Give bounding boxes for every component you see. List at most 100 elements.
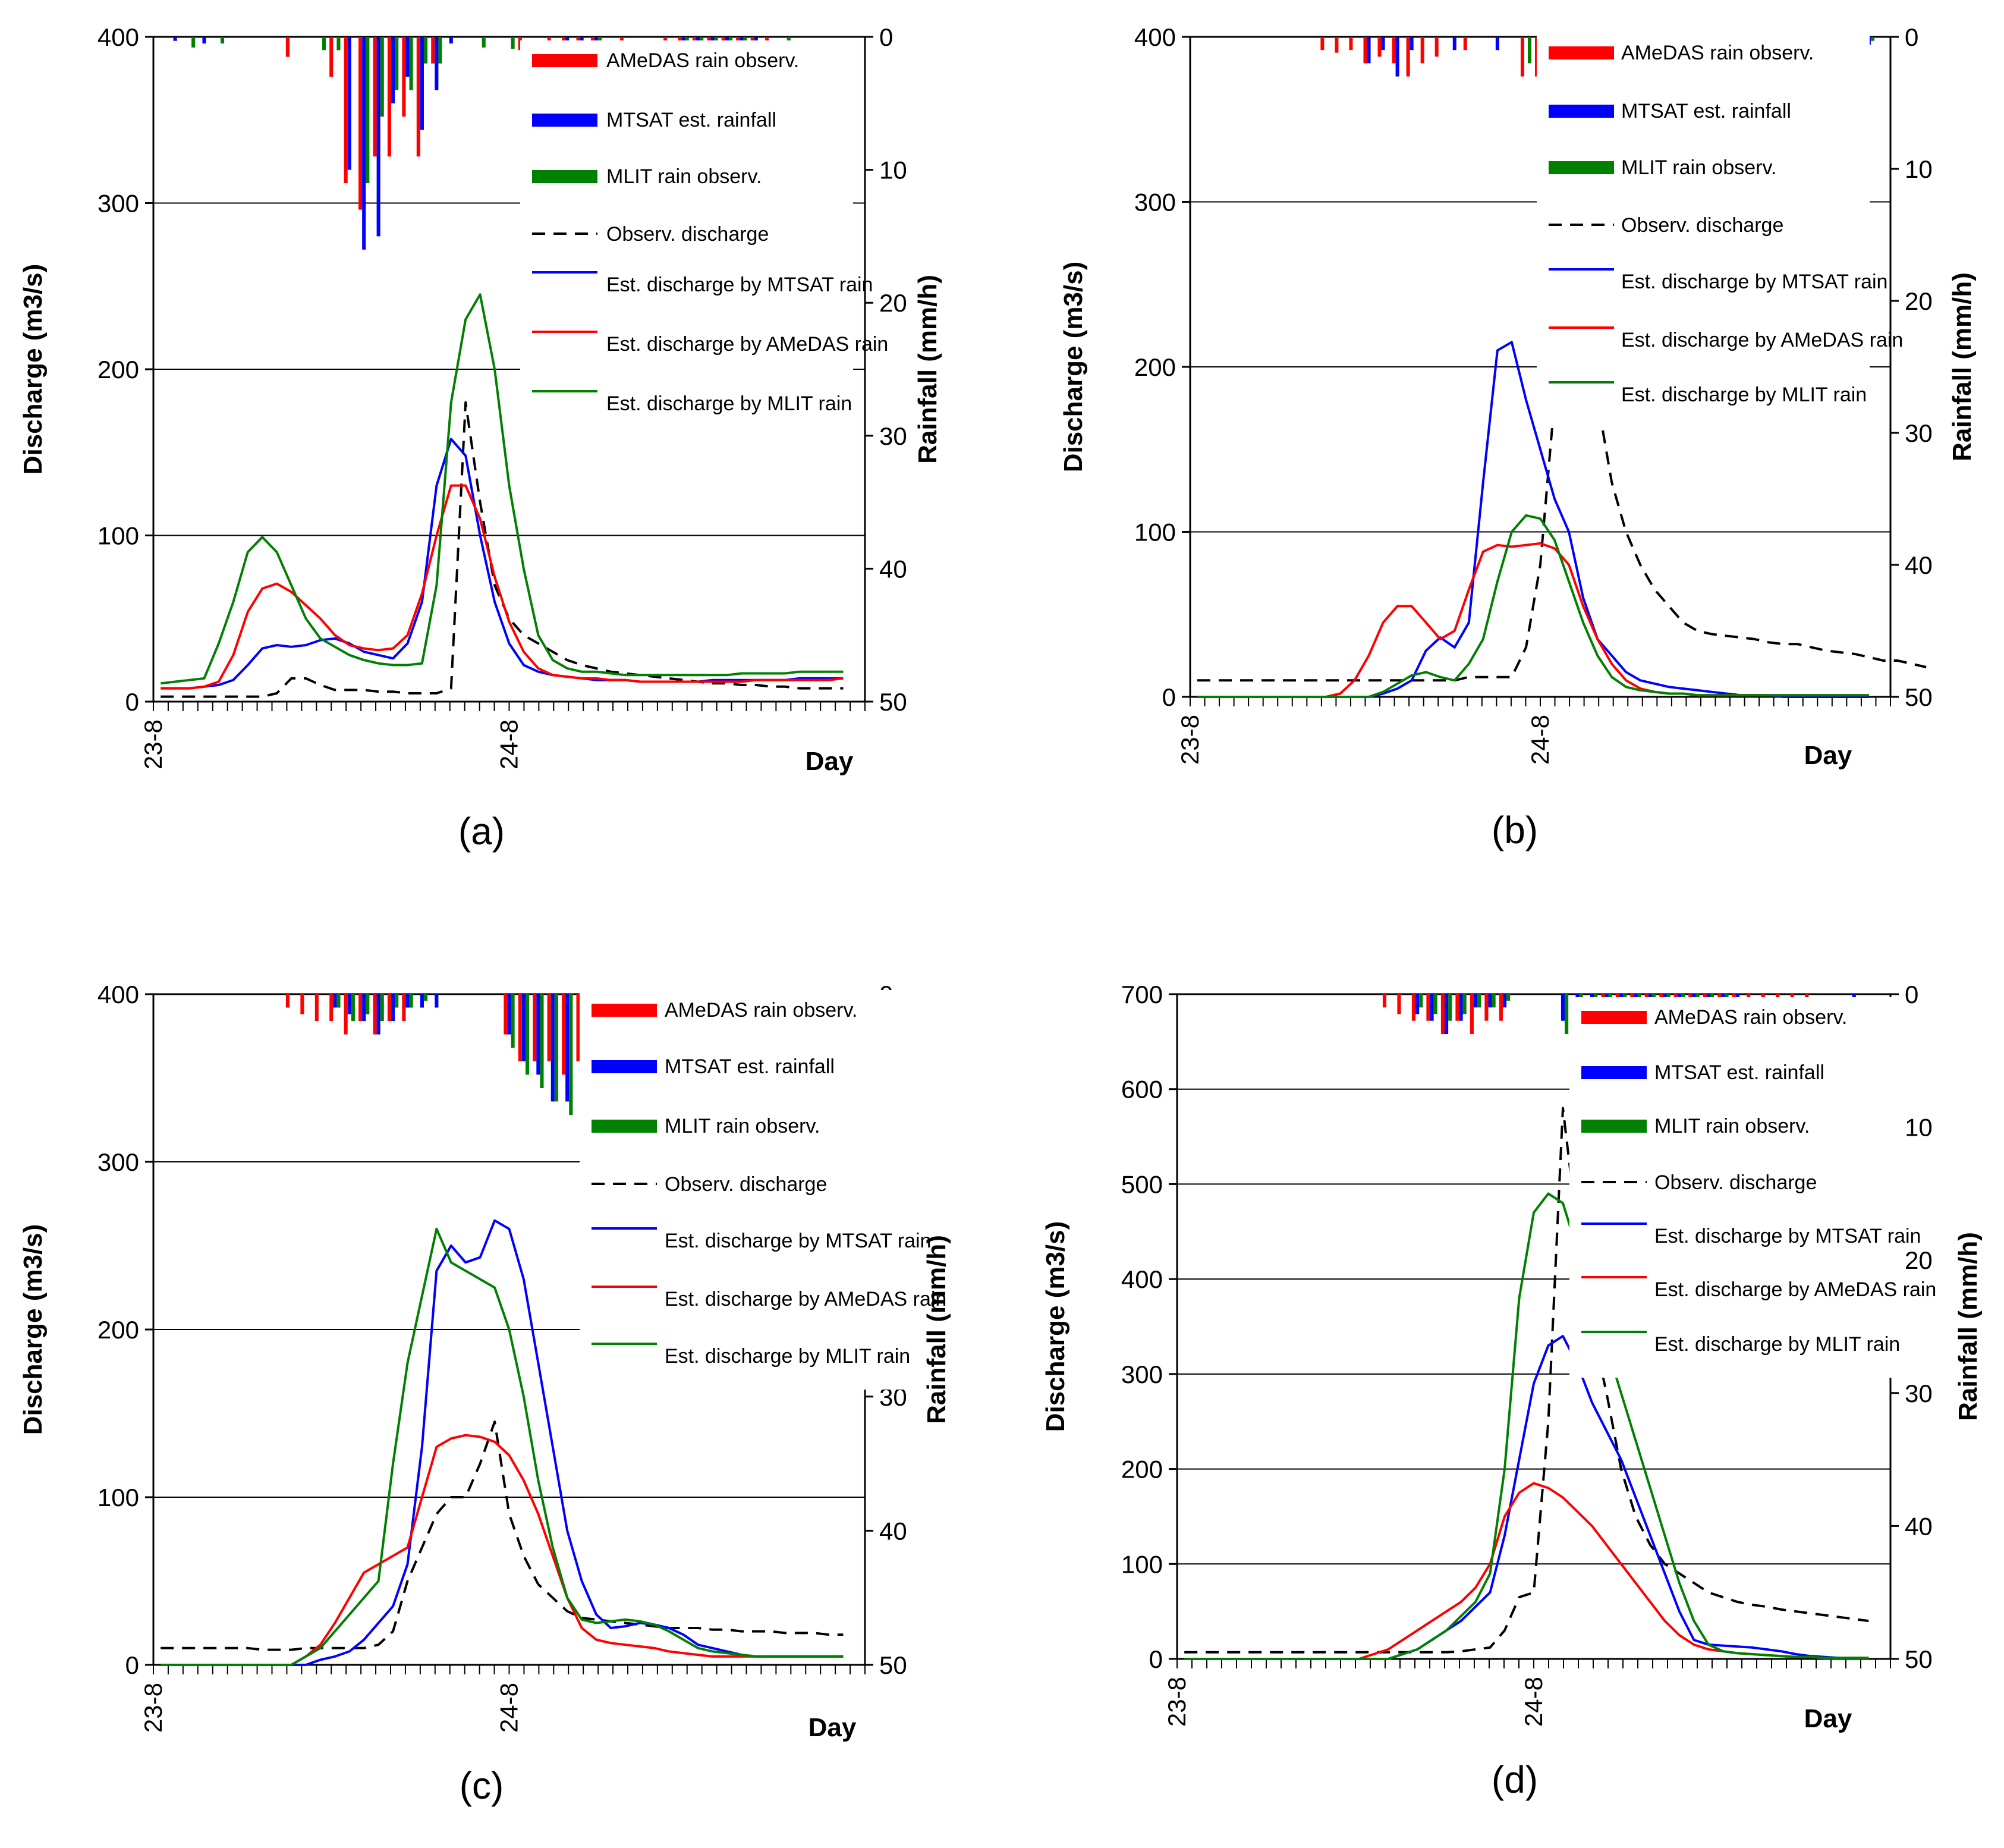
rain-bar-mtsat [391,37,395,103]
legend-observed-label: Observ. discharge [606,223,769,246]
y-tick-label: 0 [125,688,139,716]
y2-tick-label: 20 [1905,1246,1933,1274]
y-tick-label: 0 [125,1651,139,1679]
rain-bar-mtsat [1381,37,1385,51]
y2-tick-label: 10 [1905,1114,1933,1142]
legend-mtsat-label: MTSAT est. rainfall [1654,1061,1824,1084]
y2-tick-label: 50 [879,688,907,716]
rain-bar-amedas [1335,37,1339,53]
rain-bar-mtsat [1561,994,1565,1021]
rain-bar-amedas [1320,37,1325,51]
y-tick-label: 700 [1121,980,1163,1008]
rain-bar-mlit [191,37,196,48]
rain-bar-mlit [554,994,558,1102]
y-tick-label: 200 [97,356,139,384]
legend-est-amedas-label: Est. discharge by AMeDAS rain [665,1288,946,1310]
rain-bar-amedas [402,994,406,1022]
chart-panel-a: 0 100 200 300 400 0 10 20 30 40 50 23-8 24-8 Discharg… [18,23,942,776]
legend-est-mtsat-label: Est. discharge by MTSAT rain [665,1230,931,1252]
rain-bar-mlit [1419,994,1423,1008]
legend-mlit-label: MLIT rain observ. [665,1115,820,1137]
legend-swatch-mlit [532,170,597,183]
y2-tick-label: 30 [1905,419,1933,447]
y2-axis-title: Rainfall (mm/h) [1953,1232,1983,1421]
rain-bar-mlit [511,37,515,49]
rain-bar-mtsat [362,37,366,250]
legend-amedas-label: AMeDAS rain observ. [1654,1006,1847,1029]
rain-bar-amedas [1463,37,1467,51]
rain-bar-mlit [336,994,341,1008]
rain-bar-amedas [1499,994,1503,1021]
rain-bar-amedas [518,994,522,1061]
rain-bar-amedas [1520,37,1524,77]
rain-bar-mtsat [420,37,424,130]
legend-swatch-amedas [1549,46,1614,59]
rain-bar-mtsat [420,994,424,1008]
rain-bar-mtsat [1495,37,1499,51]
legend-swatch-mtsat [1549,105,1614,118]
y-tick-label: 300 [97,190,139,218]
y2-tick-label: 0 [879,23,893,51]
rain-bar-amedas [358,994,363,1022]
rain-bar-amedas [1434,37,1439,57]
rain-bar-mtsat [1430,994,1434,1021]
rain-bar-amedas [1349,37,1353,51]
legend-amedas-label: AMeDAS rain observ. [606,49,799,72]
legend-est-mtsat-label: Est. discharge by MTSAT rain [606,274,873,296]
rain-bar-amedas [285,994,290,1008]
rain-bar-mlit [1565,994,1569,1035]
rain-bar-amedas [431,37,435,64]
y-tick-label: 200 [1134,353,1176,381]
rain-bar-mtsat [362,994,366,1022]
y2-tick-label: 50 [1905,1645,1933,1673]
rain-bar-amedas [1411,994,1416,1021]
x-tick-label: 24-8 [495,1683,523,1733]
legend-mlit-label: MLIT rain observ. [1654,1115,1810,1137]
y2-tick-label: 20 [1905,287,1933,315]
y-tick-label: 300 [1121,1360,1163,1388]
legend-swatch-mlit [1581,1120,1647,1133]
rain-bar-mlit [1477,994,1481,1008]
chart-panel-c: 01002003004000102030405023-824-8Discharg… [18,980,951,1742]
rain-bar-mlit [525,994,530,1075]
rain-bar-mlit [1462,994,1467,1014]
rain-bar-amedas [1455,994,1459,1021]
y2-tick-label: 10 [1905,155,1933,183]
rain-bar-amedas [285,37,290,57]
rain-bar-amedas [562,994,566,1075]
line-est-discharge-mlit [1197,514,1869,698]
x-tick-label: 24-8 [495,719,523,769]
y-tick-label: 200 [97,1316,139,1344]
rain-bar-mtsat [1473,994,1478,1008]
legend-est-amedas-label: Est. discharge by AMeDAS rain [606,333,888,356]
y-axis-title: Discharge (m3/s) [18,264,48,475]
y-tick-label: 500 [1121,1170,1163,1198]
rain-bar-mtsat [550,994,555,1102]
y-axis-title: Discharge (m3/s) [18,1224,48,1435]
legend-amedas-label: AMeDAS rain observ. [665,999,857,1022]
x-tick-label: 23-8 [1163,1677,1191,1727]
rain-bar-mtsat [1459,994,1463,1021]
rain-bar-amedas [387,37,392,157]
y2-tick-label: 40 [879,1517,907,1545]
legend-est-mtsat-label: Est. discharge by MTSAT rain [1654,1225,1921,1247]
y-tick-label: 100 [97,522,139,550]
rain-bar-mlit [511,994,515,1048]
rain-bar-mlit [366,994,370,1014]
legend-box [1569,997,1902,1378]
y-axis-title: Discharge (m3/s) [1041,1221,1070,1432]
rain-bar-mlit [380,994,384,1022]
rain-bar-mlit [220,37,225,44]
panel-label-b: (b) [1492,809,1538,851]
y2-axis-title: Rainfall (mm/h) [913,275,942,464]
rain-bar-mtsat [1410,37,1414,51]
rain-bar-mtsat [202,37,206,44]
rain-bar-mtsat [449,37,453,44]
y2-tick-label: 20 [879,289,907,317]
y-tick-label: 600 [1121,1076,1163,1104]
rain-bar-mlit [423,994,428,1001]
rain-bar-amedas [1382,994,1387,1008]
legend-mlit-label: MLIT rain observ. [606,165,762,188]
x-axis-title: Day [1804,1704,1852,1733]
